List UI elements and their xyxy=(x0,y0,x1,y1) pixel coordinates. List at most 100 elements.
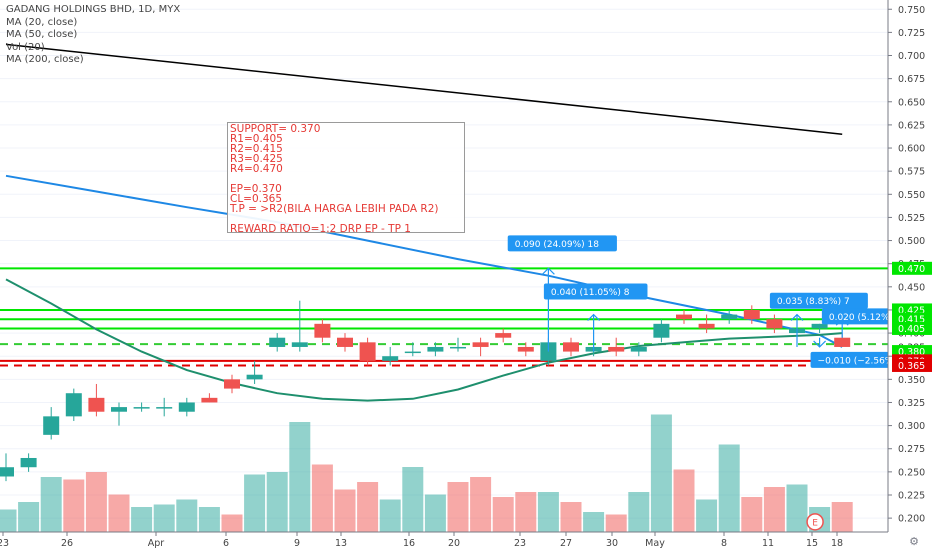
volume-bar xyxy=(334,489,356,532)
candle-body[interactable] xyxy=(766,319,783,329)
price-tag-label: 0.470 xyxy=(898,264,925,275)
volume-bar xyxy=(244,474,266,532)
volume-bar xyxy=(696,499,718,532)
volume-bar xyxy=(537,492,559,532)
candle-body[interactable] xyxy=(721,314,738,320)
volume-bar xyxy=(786,484,808,532)
measure-label-box[interactable] xyxy=(507,235,617,252)
ma20-line[interactable] xyxy=(5,174,843,348)
candle-body[interactable] xyxy=(450,346,466,349)
volume-bar xyxy=(741,497,763,532)
candle-body[interactable] xyxy=(676,314,692,320)
note-r2: R2=0.415 xyxy=(230,143,283,155)
measure-label-box[interactable] xyxy=(769,292,868,309)
price-tick-label: 0.700 xyxy=(898,51,925,62)
candle-body[interactable] xyxy=(495,333,512,338)
price-tick-label: 0.300 xyxy=(898,421,925,432)
volume-bar xyxy=(447,482,469,532)
candle-body[interactable] xyxy=(314,323,331,338)
candle-body[interactable] xyxy=(20,457,37,468)
price-tick-label: 0.725 xyxy=(898,28,925,39)
candle-body[interactable] xyxy=(563,342,579,352)
candle-body[interactable] xyxy=(246,374,263,380)
time-tick-label: Apr xyxy=(148,538,165,549)
price-tick-label: 0.625 xyxy=(898,120,925,131)
time-tick-label: 26 xyxy=(61,538,73,549)
candle-body[interactable] xyxy=(630,346,647,352)
volume-bar xyxy=(424,494,446,532)
price-axis-bg xyxy=(888,0,932,550)
volume-bar xyxy=(831,502,853,532)
candle-body[interactable] xyxy=(517,346,534,352)
indicator-ma200[interactable]: MA (200, close) xyxy=(6,54,84,65)
settings-icon[interactable]: ⚙ xyxy=(909,535,919,548)
candle-body[interactable] xyxy=(404,351,421,354)
volume-bar xyxy=(311,464,333,532)
price-tick-label: 0.500 xyxy=(898,236,925,247)
price-tick-label: 0.250 xyxy=(898,467,925,478)
candle-body[interactable] xyxy=(811,323,828,329)
volume-bar xyxy=(515,492,537,532)
candle-body[interactable] xyxy=(156,407,173,409)
price-tag[interactable] xyxy=(892,358,932,372)
candle-body[interactable] xyxy=(472,342,489,347)
time-tick-label: May xyxy=(645,538,665,549)
price-tick-label: 0.200 xyxy=(898,514,925,525)
ma200-line[interactable] xyxy=(5,43,843,135)
candle-body[interactable] xyxy=(743,309,760,320)
price-tag-label: 0.365 xyxy=(898,361,925,372)
measure-label-box[interactable] xyxy=(543,283,648,300)
price-tag[interactable] xyxy=(892,321,932,335)
candle-body[interactable] xyxy=(337,337,353,347)
volume-bar xyxy=(379,499,401,532)
price-tick-label: 0.450 xyxy=(898,282,925,293)
volume-bar xyxy=(492,497,514,532)
candle-body[interactable] xyxy=(201,397,218,403)
measure-label: 0.040 (11.05%) 8 xyxy=(551,288,630,298)
volume-bar xyxy=(153,504,175,532)
candle-body[interactable] xyxy=(111,407,127,412)
symbol-title[interactable]: GADANG HOLDINGS BHD, 1D, MYX xyxy=(6,4,181,15)
price-tag[interactable] xyxy=(892,261,932,275)
candle-body[interactable] xyxy=(291,342,308,347)
indicator-volume[interactable]: Vol (20) xyxy=(6,41,45,53)
candle-body[interactable] xyxy=(65,393,82,417)
price-tick-label: 0.675 xyxy=(898,74,925,85)
time-tick-label: 30 xyxy=(606,538,618,549)
candle-body[interactable] xyxy=(43,416,60,435)
time-tick-label: 20 xyxy=(448,538,460,549)
measure-arrow xyxy=(541,267,555,275)
volume-bar xyxy=(266,472,288,532)
price-tag-label: 0.405 xyxy=(898,324,925,335)
trade-plan-note[interactable]: SUPPORT= 0.370 R1=0.405 R2=0.415 R3=0.42… xyxy=(227,122,465,234)
candle-body[interactable] xyxy=(88,397,105,412)
earnings-event-marker[interactable] xyxy=(806,513,824,531)
candle-body[interactable] xyxy=(133,407,150,409)
volume-bar xyxy=(357,482,379,532)
candle-body[interactable] xyxy=(178,402,195,412)
candle-body[interactable] xyxy=(0,467,14,477)
volume-bar xyxy=(131,507,153,532)
indicator-ma20[interactable]: MA (20, close) xyxy=(6,16,78,28)
candle-body[interactable] xyxy=(653,323,670,338)
volume-bar xyxy=(650,414,672,532)
measure-arrow xyxy=(813,340,827,348)
candle-body[interactable] xyxy=(698,323,715,329)
time-tick-label: 6 xyxy=(223,538,229,549)
candle-body[interactable] xyxy=(269,337,286,347)
indicator-ma50[interactable]: MA (50, close) xyxy=(6,29,78,40)
candle-body[interactable] xyxy=(834,337,851,347)
volume-bar xyxy=(108,494,130,532)
note-cut-loss: CL=0.365 xyxy=(230,193,283,205)
candle-body[interactable] xyxy=(608,346,625,352)
ma50-line[interactable] xyxy=(5,278,843,402)
candle-body[interactable] xyxy=(359,342,376,361)
candle-body[interactable] xyxy=(427,346,444,352)
candle-body[interactable] xyxy=(224,379,240,389)
volume-bar xyxy=(85,472,107,532)
volume-bar xyxy=(176,499,198,532)
candle-body[interactable] xyxy=(382,356,399,361)
chart-header: GADANG HOLDINGS BHD, 1D, MYX MA (20, clo… xyxy=(6,4,180,67)
price-tag-label: 0.415 xyxy=(898,315,925,326)
